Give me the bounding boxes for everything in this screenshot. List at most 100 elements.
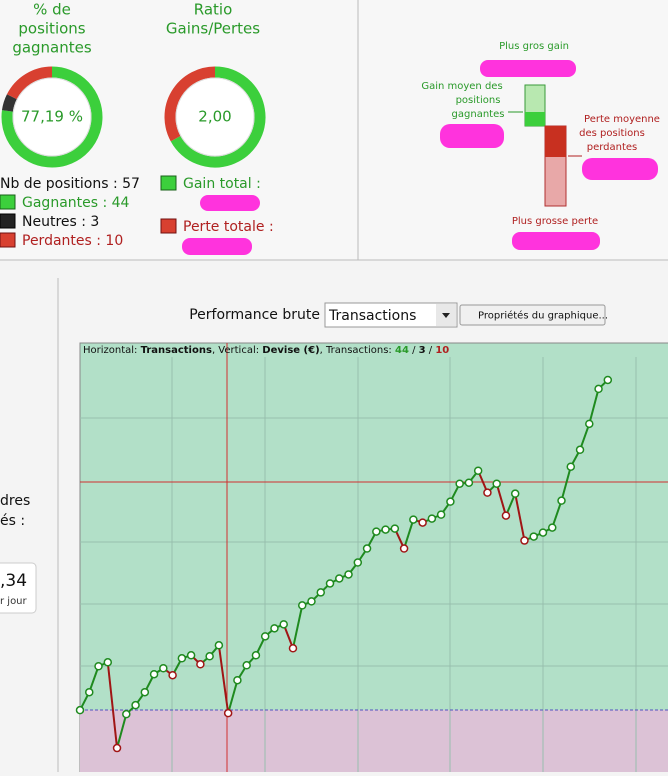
point <box>436 510 446 519</box>
point <box>205 652 214 661</box>
donut-inner <box>12 77 92 157</box>
point <box>557 496 566 505</box>
header-part: Vertical: <box>218 345 259 356</box>
point <box>455 479 464 488</box>
donut-center: 2,00 <box>198 108 231 126</box>
chart-header: Horizontal: Transactions, Vertical: Devi… <box>83 345 449 356</box>
point <box>223 708 233 718</box>
side-text: dres <box>0 493 30 509</box>
point <box>307 597 316 606</box>
segment <box>88 665 100 693</box>
legend-swatch <box>160 218 177 234</box>
point <box>548 523 557 532</box>
header-part: 10 <box>435 345 449 356</box>
point <box>501 511 511 520</box>
point <box>140 687 150 697</box>
point <box>270 624 279 633</box>
segment <box>403 519 415 549</box>
point <box>131 700 140 710</box>
count-text: Gagnantes : 44 <box>22 195 130 211</box>
point <box>418 518 427 527</box>
point <box>149 669 159 679</box>
donut-segment <box>1 94 17 112</box>
point <box>603 375 613 385</box>
point <box>473 466 483 475</box>
point <box>538 528 548 537</box>
segment <box>116 713 128 749</box>
donut-segment <box>170 66 266 168</box>
dropdown[interactable] <box>324 302 458 328</box>
point <box>492 479 501 488</box>
segment <box>227 679 239 714</box>
point <box>529 532 538 541</box>
gain-avg <box>525 112 545 126</box>
total-text: Perte totale : <box>183 219 274 235</box>
segment <box>217 645 230 714</box>
point <box>399 544 409 553</box>
side-card <box>0 562 37 614</box>
point <box>177 654 187 663</box>
point <box>279 620 288 629</box>
toolbar-label: Performance brute <box>189 307 320 323</box>
segment <box>551 500 563 528</box>
dropdown-value: Transactions <box>328 308 416 324</box>
point <box>260 632 270 641</box>
count-text: Perdantes : 10 <box>22 233 123 249</box>
redaction <box>182 60 658 255</box>
properties-button[interactable] <box>459 304 606 326</box>
segment <box>579 423 591 451</box>
point <box>325 579 335 588</box>
legend-swatch <box>160 175 177 191</box>
diagram-label: Plus grosse perte <box>512 216 598 227</box>
segment <box>588 388 600 425</box>
point <box>585 419 594 429</box>
point <box>381 525 390 534</box>
header-part: Transactions: <box>325 345 392 356</box>
point <box>353 558 363 567</box>
diagram-label: perdantes <box>587 142 638 153</box>
point <box>520 536 529 545</box>
donut-center: 77,19 % <box>21 108 83 126</box>
diagram-label: Plus gros gain <box>499 41 569 52</box>
header-part: Transactions <box>141 345 212 356</box>
diagram-label: des positions <box>579 128 645 139</box>
segment <box>291 605 304 649</box>
point <box>251 651 261 660</box>
segment <box>282 623 294 649</box>
donut-inner <box>175 77 255 157</box>
side-value: ,34 <box>0 571 27 591</box>
point <box>464 478 474 487</box>
dropdown-arrow <box>442 313 450 318</box>
diagram-label: Perte moyenne <box>584 114 660 125</box>
side-unit: r jour <box>0 596 28 607</box>
title: Gains/Pertes <box>166 20 260 38</box>
segment <box>560 466 572 501</box>
point <box>288 644 298 653</box>
grid <box>80 357 668 772</box>
point <box>344 570 353 579</box>
title: % de <box>33 1 71 19</box>
segment <box>106 662 119 749</box>
header-part: Horizontal: <box>83 345 137 356</box>
header-part: 44 <box>395 345 409 356</box>
header-part: Devise (€) <box>262 345 319 356</box>
legend-swatch <box>0 213 16 229</box>
total-text: Gain total : <box>183 176 261 192</box>
point <box>122 709 131 719</box>
donut-segment <box>1 66 103 168</box>
point <box>575 445 585 455</box>
segment <box>495 483 507 516</box>
title: gagnantes <box>12 39 92 57</box>
point <box>409 515 418 524</box>
title: Ratio <box>194 1 233 19</box>
point <box>242 661 251 670</box>
point <box>446 497 455 506</box>
point <box>510 489 520 498</box>
point <box>159 664 168 673</box>
point <box>566 462 576 471</box>
point <box>372 527 381 536</box>
point <box>75 705 85 715</box>
legend-swatch <box>0 194 16 210</box>
diagram-label: gagnantes <box>452 109 505 120</box>
segment <box>514 493 526 541</box>
